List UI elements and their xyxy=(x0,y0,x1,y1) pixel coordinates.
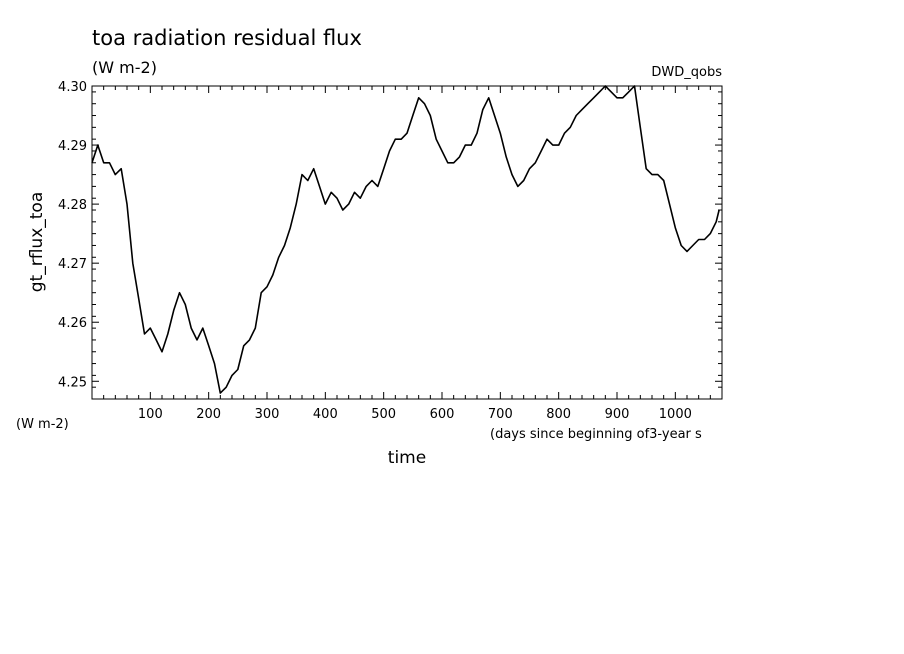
y-tick-label: 4.30 xyxy=(58,80,87,95)
y-tick-labels: 4.25 4.26 4.27 4.28 4.29 4.30 xyxy=(58,80,87,390)
y-tick-label: 4.28 xyxy=(58,198,87,213)
y-tick-label: 4.25 xyxy=(58,375,87,390)
x-axis-label: time xyxy=(388,448,426,468)
source-label: DWD_qobs xyxy=(651,65,722,80)
x-tick-label: 1000 xyxy=(659,407,692,422)
x-tick-label: 800 xyxy=(546,407,571,422)
x-tick-label: 200 xyxy=(196,407,221,422)
chart-subtitle: (W m-2) xyxy=(92,58,157,77)
y-axis-units: (W m-2) xyxy=(16,417,69,432)
y-tick-label: 4.29 xyxy=(58,139,87,154)
x-tick-label: 100 xyxy=(138,407,163,422)
y-tick-label: 4.26 xyxy=(58,316,87,331)
series-line xyxy=(91,85,720,394)
chart-title: toa radiation residual flux xyxy=(92,26,362,50)
x-tick-label: 700 xyxy=(488,407,513,422)
x-tick-label: 900 xyxy=(605,407,630,422)
x-tick-labels: 100 200 300 400 500 600 700 800 900 1000 xyxy=(138,407,692,422)
x-tick-label: 600 xyxy=(430,407,455,422)
x-tick-label: 400 xyxy=(313,407,338,422)
y-axis-label: gt_rflux_toa xyxy=(27,192,47,292)
x-tick-label: 300 xyxy=(255,407,280,422)
x-axis-units: (days since beginning of3-year s xyxy=(490,427,702,442)
x-tick-label: 500 xyxy=(371,407,396,422)
axis-ticks xyxy=(92,85,722,399)
y-tick-label: 4.27 xyxy=(58,257,87,272)
